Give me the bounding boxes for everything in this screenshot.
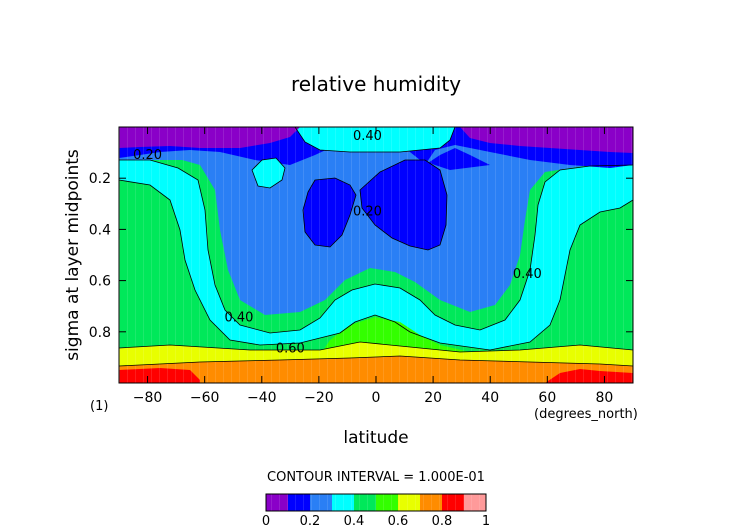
colorbar-tick-label: 0.4 — [344, 514, 365, 529]
colorbar-tick-label: 0.6 — [388, 514, 409, 529]
colorbar-tick-label: 1 — [482, 514, 490, 529]
x-tick-label: −60 — [190, 390, 220, 406]
x-tick-label: −80 — [133, 390, 163, 406]
x-units-label: (degrees_north) — [534, 407, 638, 422]
colorbar-tick-label: 0.2 — [300, 514, 321, 529]
contour-label: 0.60 — [276, 341, 305, 356]
x-tick-label: 40 — [481, 390, 499, 406]
grid-overlay — [119, 127, 633, 383]
colorbar-swatch-grid — [266, 494, 288, 511]
y-axis: 0.2 0.4 0.6 0.8 — [89, 171, 633, 341]
y-axis-title: sigma at layer midpoints — [63, 149, 83, 361]
colorbar-swatch-grid — [398, 494, 420, 511]
contour-labels: 0.20 0.40 0.40 0.40 0.60 0.20 — [133, 129, 542, 356]
contour-lines — [119, 127, 633, 367]
colorbar-swatch-grid — [376, 494, 398, 511]
contour-label: 0.20 — [133, 148, 162, 163]
colorbar-tick-label: 0.8 — [432, 514, 453, 529]
colorbar-tick-label: 0 — [262, 514, 270, 529]
colorbar: 0 0.2 0.4 0.6 0.8 1 — [262, 493, 490, 529]
y-tick-label: 0.2 — [89, 171, 111, 187]
colorbar-swatch-grid — [310, 494, 332, 511]
x-tick-label: −40 — [247, 390, 277, 406]
colorbar-swatch-grid — [420, 494, 442, 511]
chart-title: relative humidity — [291, 72, 461, 96]
colorbar-frame — [265, 493, 487, 512]
contour-interval-label: CONTOUR INTERVAL = 1.000E-01 — [267, 470, 485, 485]
colorbar-swatch-grid — [332, 494, 354, 511]
x-tick-label: −20 — [304, 390, 334, 406]
y-tick-label: 0.4 — [89, 222, 111, 238]
x-axis-title: latitude — [343, 428, 408, 448]
y-tick-label: 0.6 — [89, 274, 111, 290]
colorbar-swatch-grid — [354, 494, 376, 511]
contour-label: 0.40 — [224, 311, 253, 326]
colorbar-swatch-grid — [288, 494, 310, 511]
y-tick-label: 0.8 — [89, 325, 111, 341]
colorbar-swatch-grid — [442, 494, 464, 511]
contour-label: 0.40 — [513, 267, 542, 282]
contour-plot-area — [119, 127, 633, 383]
x-axis: −80 −60 −40 −20 0 20 40 60 80 — [133, 127, 614, 406]
x-tick-label: 80 — [596, 390, 614, 406]
contour-label: 0.20 — [353, 204, 382, 219]
x-tick-label: 60 — [538, 390, 556, 406]
x-tick-label: 20 — [424, 390, 442, 406]
x-tick-label: 0 — [372, 390, 381, 406]
contour-label: 0.40 — [353, 129, 382, 144]
colorbar-swatch-grid — [464, 494, 486, 511]
panel-label: (1) — [90, 399, 108, 414]
